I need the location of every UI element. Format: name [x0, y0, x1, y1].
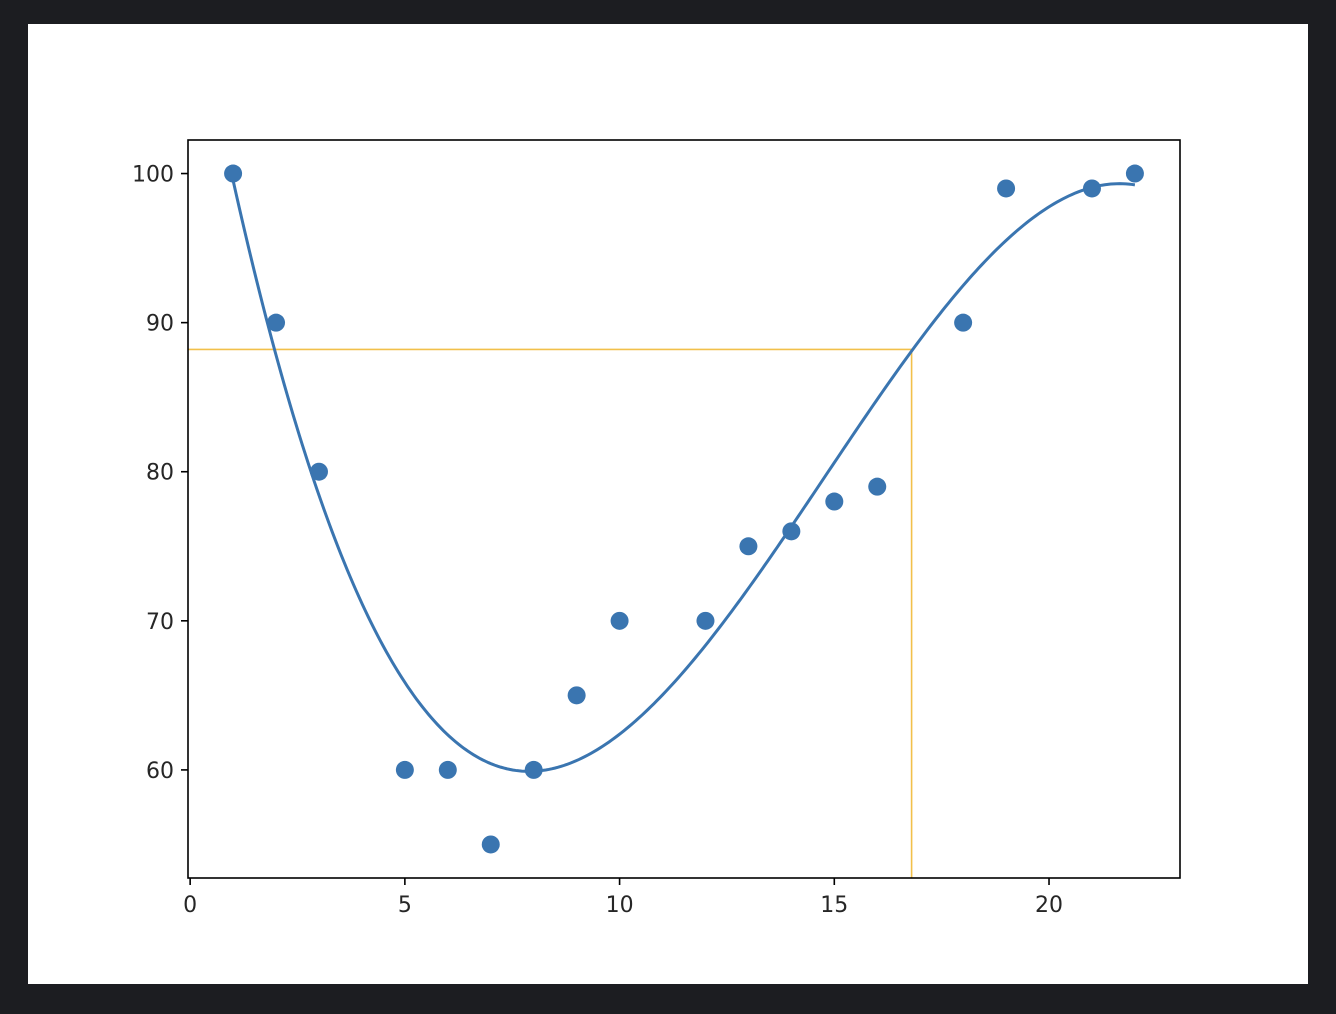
plot-frame: [187, 139, 1181, 879]
x-tick-label: 0: [183, 893, 197, 918]
data-point: [739, 537, 758, 556]
data-points: [224, 164, 1144, 854]
data-point: [309, 462, 328, 481]
data-point: [610, 611, 629, 630]
data-point: [954, 313, 973, 332]
y-axis: 60 70 80 90 100: [132, 163, 188, 784]
y-tick-label: 60: [146, 759, 174, 784]
data-point: [224, 164, 243, 183]
y-tick-label: 70: [146, 610, 174, 635]
data-point: [395, 760, 414, 779]
scatter-chart: 0 5 10 15 20 60 70 80 90 100: [132, 139, 1181, 918]
data-point: [267, 313, 286, 332]
data-point: [696, 611, 715, 630]
data-point: [868, 477, 887, 496]
y-tick-label: 80: [146, 461, 174, 486]
data-point: [481, 835, 500, 854]
guide-lines: [188, 348, 913, 878]
x-axis: 0 5 10 15 20: [183, 878, 1063, 918]
data-point: [1082, 179, 1101, 198]
y-tick-label: 100: [132, 163, 174, 188]
data-point: [438, 760, 457, 779]
data-point: [782, 522, 801, 541]
x-tick-label: 5: [398, 893, 412, 918]
x-tick-label: 15: [820, 893, 848, 918]
x-tick-label: 20: [1035, 893, 1063, 918]
data-point: [567, 686, 586, 705]
y-tick-label: 90: [146, 312, 174, 337]
data-point: [825, 492, 844, 511]
fit-curve: [231, 180, 1136, 773]
data-point: [524, 760, 543, 779]
data-point: [1125, 164, 1144, 183]
data-point: [997, 179, 1016, 198]
chart-figure: 0 5 10 15 20 60 70 80 90 100: [28, 24, 1308, 984]
x-tick-label: 10: [606, 893, 634, 918]
